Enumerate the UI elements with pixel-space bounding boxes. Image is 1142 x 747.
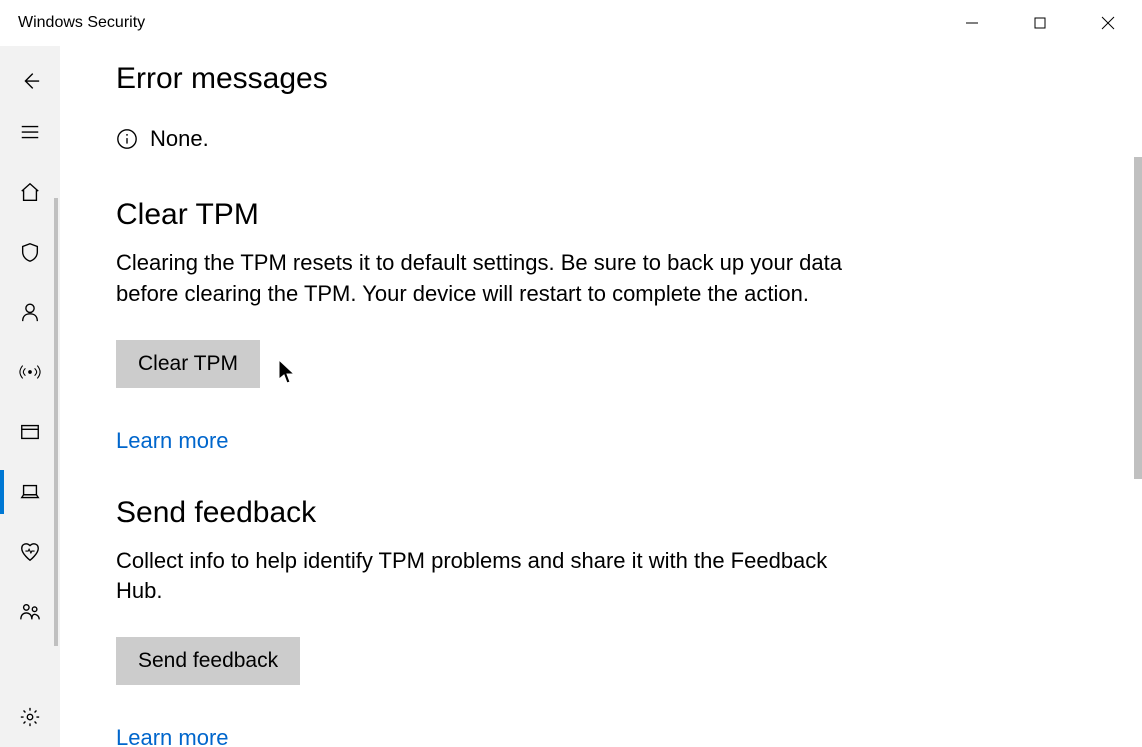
error-status-row: None. [116, 126, 1086, 152]
shield-icon [19, 241, 41, 263]
window-title: Windows Security [18, 14, 145, 32]
sidebar-item-device-security[interactable] [0, 462, 60, 522]
gear-icon [19, 706, 41, 728]
menu-button[interactable] [0, 106, 60, 158]
feedback-heading: Send feedback [116, 496, 1086, 530]
error-messages-heading: Error messages [116, 62, 1086, 96]
scrollbar-track[interactable] [1134, 46, 1142, 479]
family-icon [19, 601, 41, 623]
maximize-icon [1034, 17, 1046, 29]
error-status-text: None. [150, 126, 209, 152]
browser-icon [19, 421, 41, 443]
minimize-button[interactable] [938, 0, 1006, 46]
clear-tpm-button[interactable]: Clear TPM [116, 340, 260, 388]
sidebar-item-settings[interactable] [0, 687, 60, 747]
window-controls [938, 0, 1142, 46]
back-button[interactable] [0, 56, 60, 106]
back-icon [19, 70, 41, 92]
main-content: Error messages None. Clear TPM Clearing … [60, 46, 1142, 747]
scrollbar-thumb[interactable] [1134, 157, 1142, 479]
info-icon [116, 128, 138, 150]
sidebar-item-app[interactable] [0, 402, 60, 462]
feedback-section: Send feedback Collect info to help ident… [116, 496, 1086, 747]
titlebar: Windows Security [0, 0, 1142, 46]
sidebar [0, 46, 60, 747]
sidebar-scroll-indicator [54, 198, 58, 646]
sidebar-item-health[interactable] [0, 522, 60, 582]
person-icon [19, 301, 41, 323]
feedback-learn-more-link[interactable]: Learn more [116, 725, 1086, 747]
mouse-cursor-icon [278, 359, 296, 385]
maximize-button[interactable] [1006, 0, 1074, 46]
send-feedback-button[interactable]: Send feedback [116, 637, 300, 685]
feedback-description: Collect info to help identify TPM proble… [116, 546, 876, 608]
sidebar-item-firewall[interactable] [0, 342, 60, 402]
close-button[interactable] [1074, 0, 1142, 46]
sidebar-item-family[interactable] [0, 582, 60, 642]
laptop-icon [19, 481, 41, 503]
close-icon [1101, 16, 1115, 30]
home-icon [19, 181, 41, 203]
hamburger-icon [19, 121, 41, 143]
heart-icon [19, 541, 41, 563]
clear-tpm-heading: Clear TPM [116, 198, 1086, 232]
sidebar-item-account[interactable] [0, 282, 60, 342]
network-icon [19, 361, 41, 383]
clear-tpm-description: Clearing the TPM resets it to default se… [116, 248, 876, 310]
sidebar-item-virus[interactable] [0, 222, 60, 282]
clear-tpm-section: Clear TPM Clearing the TPM resets it to … [116, 198, 1086, 454]
minimize-icon [966, 17, 978, 29]
clear-tpm-learn-more-link[interactable]: Learn more [116, 428, 1086, 454]
sidebar-item-home[interactable] [0, 162, 60, 222]
